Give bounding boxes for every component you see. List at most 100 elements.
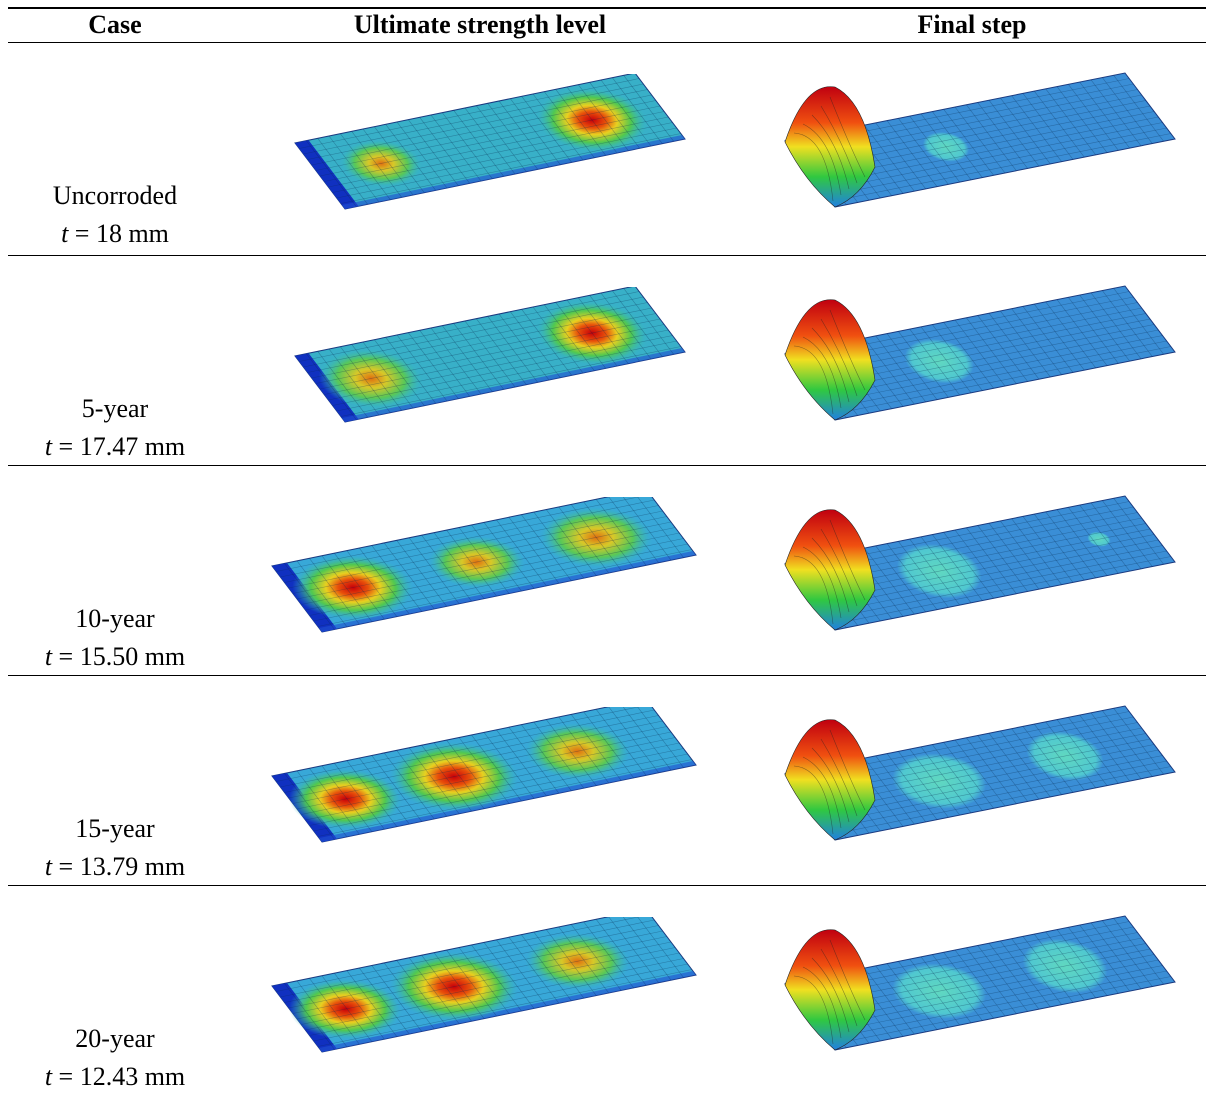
bump-mesh [820, 528, 858, 607]
stress-contour [1087, 531, 1111, 547]
mesh-line [522, 309, 572, 375]
mesh-line [322, 976, 372, 1042]
row-rule [8, 465, 1206, 466]
mesh-line [944, 532, 994, 598]
bump-mesh [811, 327, 850, 403]
mesh-line [596, 709, 646, 775]
mesh-line [420, 330, 470, 396]
mesh-line [386, 337, 436, 403]
mesh-line [1000, 941, 1050, 1007]
thickness-value: = 17.47 mm [58, 432, 186, 461]
mesh-line [876, 123, 926, 189]
mesh-line [347, 551, 397, 617]
case-label: 15-year [75, 814, 155, 843]
mesh-line [499, 314, 549, 380]
thickness-value: = 12.43 mm [58, 1062, 186, 1091]
mesh-line [316, 314, 656, 384]
mesh-line [864, 548, 914, 614]
mesh-line [567, 300, 617, 366]
mesh-line [612, 291, 662, 357]
buckle-bump [784, 719, 876, 841]
row-rule [8, 885, 1206, 886]
mesh-line [284, 983, 334, 1049]
mesh-line [434, 953, 484, 1019]
mesh-line [921, 537, 971, 603]
mesh-line [471, 735, 521, 801]
mesh-line [297, 732, 671, 809]
mesh-line [409, 538, 459, 604]
buckle-bump [784, 929, 876, 1051]
mesh-line [1023, 93, 1073, 159]
mesh-line [454, 323, 504, 389]
mesh-line [556, 89, 606, 155]
mesh-line [1046, 89, 1096, 155]
mesh-line [1046, 722, 1096, 788]
mesh-line [397, 960, 447, 1026]
mesh-line [1012, 309, 1062, 375]
bump-mesh [811, 537, 850, 613]
mesh-line [1034, 724, 1084, 790]
mesh-line [1046, 512, 1096, 578]
mesh-line [1012, 519, 1062, 585]
mesh-line [978, 735, 1028, 801]
mesh-line [496, 940, 546, 1006]
mesh-line [285, 926, 659, 1003]
mesh-line [609, 707, 659, 773]
mesh-line [499, 101, 549, 167]
ultimate-image [262, 707, 702, 867]
mesh-line [309, 978, 359, 1044]
mesh-line [831, 557, 1171, 625]
mesh-line [876, 336, 926, 402]
mesh-line [276, 917, 650, 992]
mesh-line [301, 738, 675, 815]
stress-contour [539, 506, 653, 569]
stress-contour [524, 722, 631, 780]
mesh-line [459, 738, 509, 804]
mesh-line [1057, 87, 1107, 153]
mesh-line [944, 742, 994, 808]
mesh-line [328, 330, 668, 400]
mesh-line [297, 561, 347, 627]
mesh-line [827, 551, 1167, 619]
mesh-line [337, 341, 677, 411]
case-cell: 20-year t = 12.43 mm [0, 1020, 230, 1095]
thickness-symbol: t [44, 432, 53, 461]
final-image [765, 285, 1205, 445]
mesh-line [297, 981, 347, 1047]
bump-mesh [793, 975, 834, 1045]
mesh-line [534, 512, 584, 578]
mesh-line [955, 107, 1005, 173]
mesh-line [634, 707, 684, 768]
mesh-line [322, 556, 372, 622]
mesh-line [1091, 293, 1141, 359]
row-rule [8, 255, 1206, 256]
mesh-line [621, 707, 671, 770]
mesh-line [312, 308, 652, 378]
mesh-line [1114, 708, 1164, 774]
mesh-line [910, 329, 960, 395]
mesh-line [989, 523, 1039, 589]
buckle-bump [784, 299, 876, 421]
mesh-line [314, 964, 688, 1041]
mesh-line [876, 756, 926, 822]
case-label: 10-year [75, 604, 155, 633]
mesh-line [1068, 84, 1118, 150]
bump-mesh [793, 555, 834, 625]
mesh-line [1080, 715, 1130, 781]
mesh-line [308, 303, 648, 373]
mesh-line [280, 920, 654, 997]
mesh-line [431, 328, 481, 394]
mesh-line [831, 347, 1171, 415]
bump-mesh [829, 729, 866, 811]
thickness-value: = 13.79 mm [58, 852, 186, 881]
mesh-line [459, 948, 509, 1014]
mesh-line [1091, 923, 1141, 989]
mesh-line [944, 952, 994, 1018]
mesh-line [546, 720, 596, 786]
mesh-line [509, 727, 559, 793]
ultimate-image [262, 917, 702, 1077]
mesh-line [1114, 75, 1164, 141]
mesh-line [510, 99, 560, 165]
mesh-line [818, 750, 1158, 818]
mesh-line [1080, 82, 1130, 148]
